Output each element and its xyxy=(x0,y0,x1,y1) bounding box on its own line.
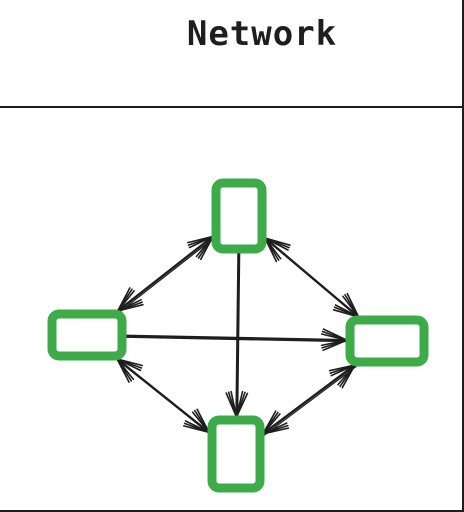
node-right xyxy=(345,315,429,367)
arrowhead xyxy=(262,410,290,435)
arrowhead xyxy=(332,292,360,318)
edges-layer xyxy=(115,235,361,436)
edge-line-sketch xyxy=(265,238,361,320)
arrowhead xyxy=(183,408,210,434)
arrowhead xyxy=(328,364,356,389)
edge-line-sketch xyxy=(263,365,357,436)
arrowhead xyxy=(320,328,348,352)
edge-right-bottom xyxy=(261,363,357,436)
arrowhead xyxy=(225,390,249,418)
nodes-layer xyxy=(47,178,429,493)
arrowhead xyxy=(264,237,291,263)
node-bottom xyxy=(207,415,265,493)
node-top xyxy=(211,178,267,254)
edge-line xyxy=(261,363,357,435)
edge-line xyxy=(116,235,215,313)
node-left xyxy=(47,309,127,361)
edge-line xyxy=(123,334,349,342)
arrowhead xyxy=(187,235,214,261)
edge-bottom-left xyxy=(115,357,211,435)
arrowhead xyxy=(116,287,144,312)
edge-top-bottom xyxy=(225,250,249,420)
edge-line xyxy=(235,250,240,419)
edge-line-sketch xyxy=(117,359,211,435)
diagram-title: Network xyxy=(186,14,338,54)
edge-line-sketch xyxy=(237,252,241,420)
title-divider xyxy=(0,106,464,108)
edge-line-sketch xyxy=(118,237,215,314)
arrowhead xyxy=(116,358,143,383)
edge-top-right xyxy=(263,236,361,320)
edge-left-top xyxy=(116,235,215,314)
